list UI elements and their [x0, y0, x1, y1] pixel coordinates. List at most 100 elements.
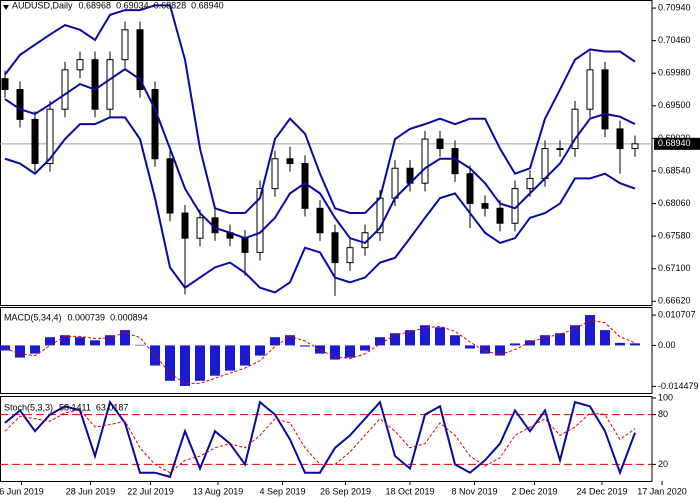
x-tick-label: 4 Sep 2019: [259, 486, 305, 496]
macd-bar: [375, 337, 385, 346]
x-tick-label: 2 Dec 2019: [511, 486, 557, 496]
macd-bar: [330, 345, 340, 360]
macd-bar: [420, 325, 430, 346]
macd-bar: [255, 345, 265, 356]
y-tick-label: 0.68540: [658, 165, 691, 175]
candle-body: [136, 29, 144, 91]
macd-bar: [585, 315, 595, 346]
candle-body: [61, 69, 69, 110]
candle-body: [391, 167, 399, 199]
macd-bar: [165, 345, 175, 381]
macd-bar: [570, 325, 580, 346]
macd-bar: [405, 330, 415, 346]
x-tick-label: 17 Jan 2020: [637, 486, 687, 496]
macd-bar: [525, 340, 535, 346]
stoch-main: [4, 399, 636, 479]
y-tick-label: 20: [658, 459, 668, 469]
candle-body: [256, 188, 264, 253]
readout: 58.1411: [59, 402, 91, 412]
candle-body: [106, 59, 114, 110]
candle-body: [316, 207, 324, 234]
candle-body: [46, 108, 54, 165]
candle-body: [151, 89, 159, 160]
y-tick-label: 0.67580: [658, 231, 691, 241]
y-tick-label: 80: [658, 409, 668, 419]
x-tick-label: 18 Oct 2019: [385, 486, 434, 496]
candle-body: [466, 173, 474, 205]
y-tick-label: 100: [658, 392, 673, 402]
readout: 0.68968: [79, 0, 112, 10]
macd-bar: [360, 345, 370, 351]
macd-bar: [285, 335, 295, 346]
last-price-label: 0.68940: [658, 138, 691, 148]
candle-body: [121, 29, 129, 61]
macd-bar: [270, 337, 280, 346]
macd-bar: [210, 345, 220, 376]
x-tick-label: 24 Dec 2019: [576, 486, 627, 496]
macd-bar: [60, 335, 70, 346]
macd-bar: [390, 333, 400, 346]
candle-body: [181, 212, 189, 239]
candle-body: [271, 158, 279, 190]
y-tick-label: 0.68060: [658, 198, 691, 208]
stoch-signal: [4, 409, 636, 474]
candle-body: [541, 148, 549, 179]
y-tick-label: 0.69980: [658, 68, 691, 78]
candle-body: [601, 69, 609, 130]
macd-bar: [495, 345, 505, 356]
x-tick-label: 26 Sep 2019: [320, 486, 371, 496]
y-tick-label: 0.010707: [658, 309, 696, 319]
candle-body: [556, 148, 564, 151]
y-tick-label: 0.70940: [658, 2, 691, 12]
x-tick-label: 22 Jul 2019: [127, 486, 174, 496]
candle-body: [286, 158, 294, 165]
candle-body: [436, 138, 444, 150]
macd-bar: [45, 337, 55, 346]
macd-bar: [75, 337, 85, 346]
y-tick-label: 0.67100: [658, 263, 691, 273]
candle-body: [166, 158, 174, 214]
macd-bar: [30, 345, 40, 354]
macd-bar: [480, 345, 490, 354]
readout: 63.0187: [96, 402, 129, 412]
menu-icon: [3, 5, 9, 10]
macd-bar: [345, 345, 355, 358]
readout: 0.000894: [110, 312, 148, 322]
readout: 0.68828: [154, 0, 187, 10]
candle-body: [31, 118, 39, 165]
macd-bar: [450, 335, 460, 346]
candle-body: [616, 128, 624, 150]
plot-area: [0, 399, 652, 479]
macd-bar: [555, 333, 565, 346]
plot-area: [0, 315, 640, 386]
x-tick-label: 13 Aug 2019: [193, 486, 244, 496]
candle-body: [526, 177, 534, 190]
candle-body: [586, 69, 594, 110]
plot-area: [0, 4, 652, 296]
panel-title: MACD(5,34,4): [4, 312, 62, 322]
stoch-panel: [0, 396, 653, 482]
candle-body: [301, 163, 309, 209]
macd-bar: [120, 330, 130, 346]
readout: 0.69034: [116, 0, 149, 10]
macd-bar: [540, 335, 550, 346]
macd-bar: [135, 344, 145, 346]
candle-body: [196, 217, 204, 239]
candle-body: [16, 89, 24, 120]
macd-bar: [300, 345, 310, 347]
candle-body: [346, 247, 354, 264]
macd-bar: [615, 342, 625, 346]
x-tick-label: 28 Jun 2019: [66, 486, 116, 496]
macd-bar: [225, 345, 235, 371]
y-tick-label: 0.69020: [658, 133, 691, 143]
panel-title: AUDUSD,Daily: [12, 0, 73, 10]
candle-body: [76, 59, 84, 71]
y-tick-label: 0.00: [658, 340, 676, 350]
candle-body: [571, 108, 579, 150]
macd-bar: [510, 343, 520, 346]
x-tick-label: 6 Jun 2019: [0, 486, 44, 496]
macd-bar: [180, 345, 190, 386]
macd-bar: [435, 327, 445, 346]
readout: 0.000739: [68, 312, 106, 322]
